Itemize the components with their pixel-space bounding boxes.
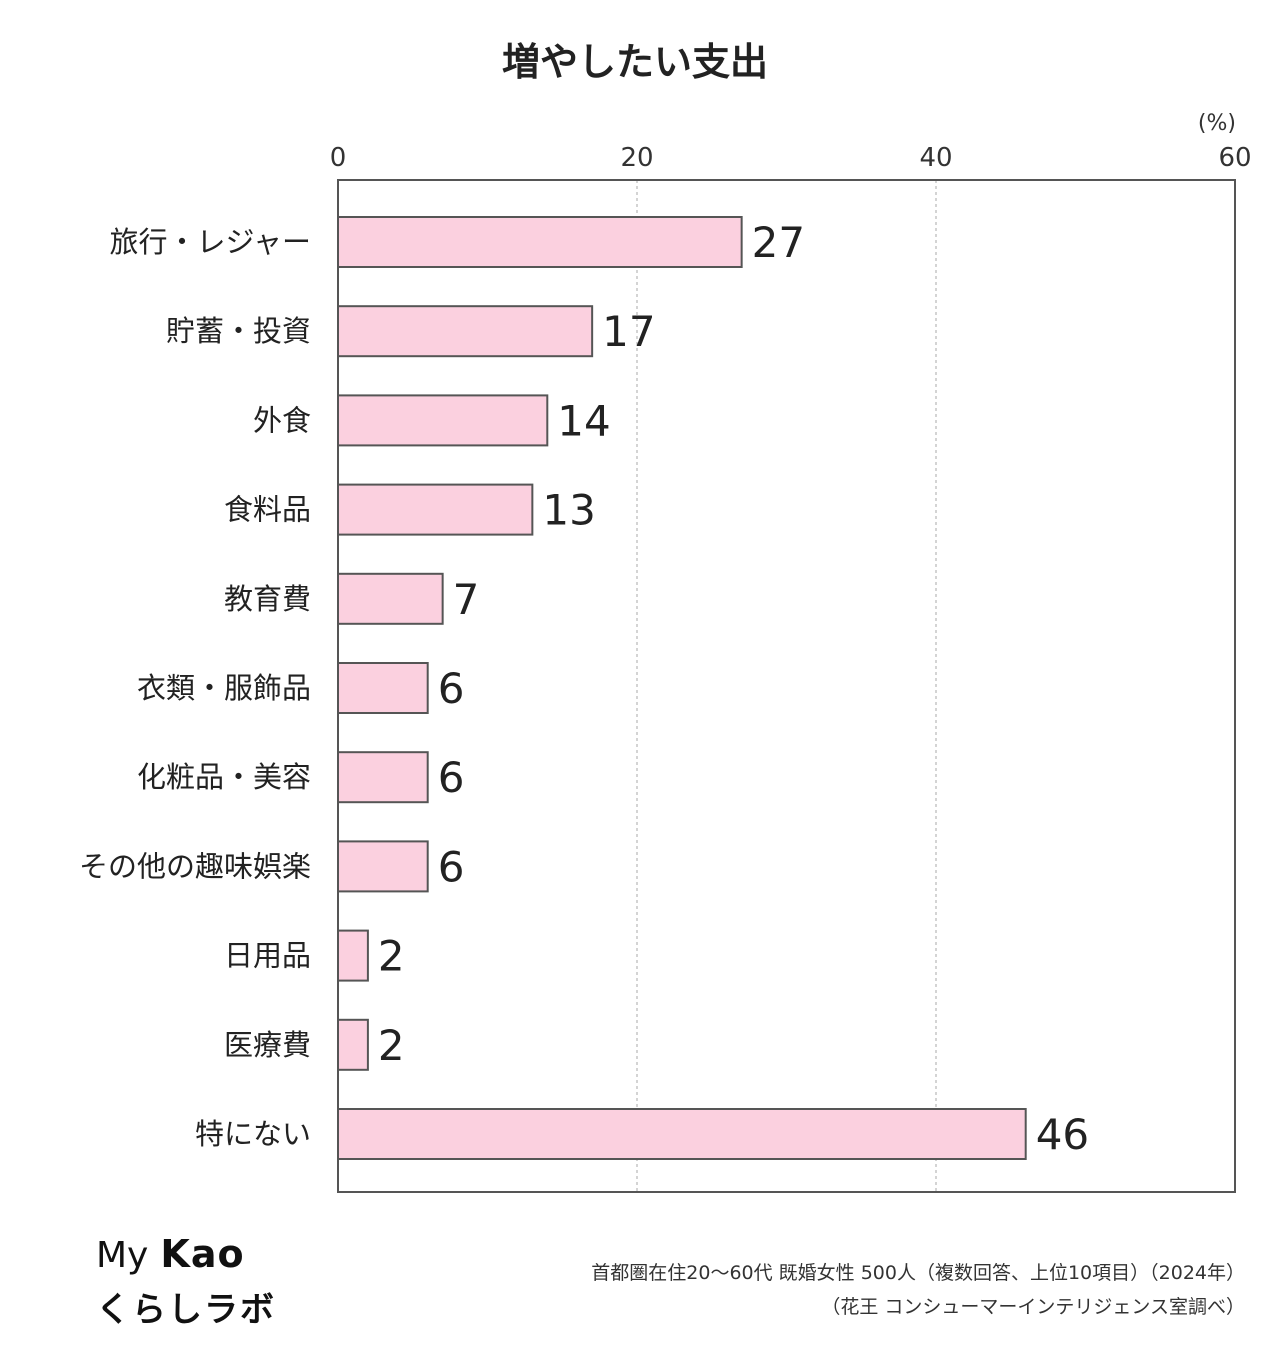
- bar-0: [337, 216, 743, 268]
- category-label: 教育費: [224, 582, 311, 616]
- bar-2: [337, 394, 549, 447]
- category-label: 旅行・レジャー: [109, 225, 311, 259]
- bar-8: [337, 929, 369, 982]
- brand-lab: くらしラボ: [96, 1290, 276, 1330]
- source-line-2: （花王 コンシューマーインテリジェンス室調べ）: [821, 1296, 1245, 1318]
- brand-kao: Kao: [160, 1232, 245, 1276]
- bar-3: [337, 483, 534, 536]
- category-label: 医療費: [224, 1028, 311, 1062]
- bar-7: [337, 840, 429, 893]
- bar-6: [337, 751, 429, 804]
- x-tick-label: 60: [1218, 143, 1251, 173]
- value-label: 7: [453, 575, 480, 624]
- value-label: 2: [378, 1021, 405, 1070]
- unit-label: (%): [1198, 111, 1236, 136]
- category-label: 衣類・服飾品: [137, 671, 311, 705]
- category-label: 特にない: [195, 1117, 311, 1151]
- value-label: 6: [438, 842, 465, 891]
- category-label: 貯蓄・投資: [166, 314, 311, 348]
- x-tick-label: 20: [620, 143, 653, 173]
- bar-1: [337, 305, 594, 358]
- bar-5: [337, 662, 429, 714]
- value-label: 6: [438, 664, 465, 713]
- brand-my: My: [96, 1235, 149, 1276]
- category-label: 食料品: [224, 493, 311, 527]
- value-label: 14: [557, 396, 610, 445]
- category-label: その他の趣味娯楽: [79, 849, 311, 883]
- value-label: 46: [1036, 1110, 1089, 1159]
- bar-9: [337, 1018, 369, 1071]
- source-note: 首都圏在住20～60代 既婚女性 500人（複数回答、上位10項目）（2024年…: [591, 1256, 1245, 1324]
- value-label: 2: [378, 932, 405, 981]
- x-tick-label: 0: [330, 143, 347, 173]
- category-label: 外食: [253, 403, 311, 437]
- value-label: 13: [542, 486, 595, 535]
- category-label: 日用品: [224, 939, 311, 973]
- value-label: 6: [438, 753, 465, 802]
- chart-title: 増やしたい支出: [502, 40, 768, 84]
- bar-10: [337, 1108, 1027, 1160]
- x-tick-label: 40: [919, 143, 952, 173]
- category-label: 化粧品・美容: [137, 760, 311, 794]
- bar-4: [337, 572, 444, 625]
- value-label: 17: [602, 307, 655, 356]
- plot-frame: [337, 179, 1236, 1193]
- value-label: 27: [752, 218, 805, 267]
- source-line-1: 首都圏在住20～60代 既婚女性 500人（複数回答、上位10項目）（2024年…: [591, 1262, 1245, 1284]
- brand-logo: My Kao くらしラボ: [96, 1232, 276, 1331]
